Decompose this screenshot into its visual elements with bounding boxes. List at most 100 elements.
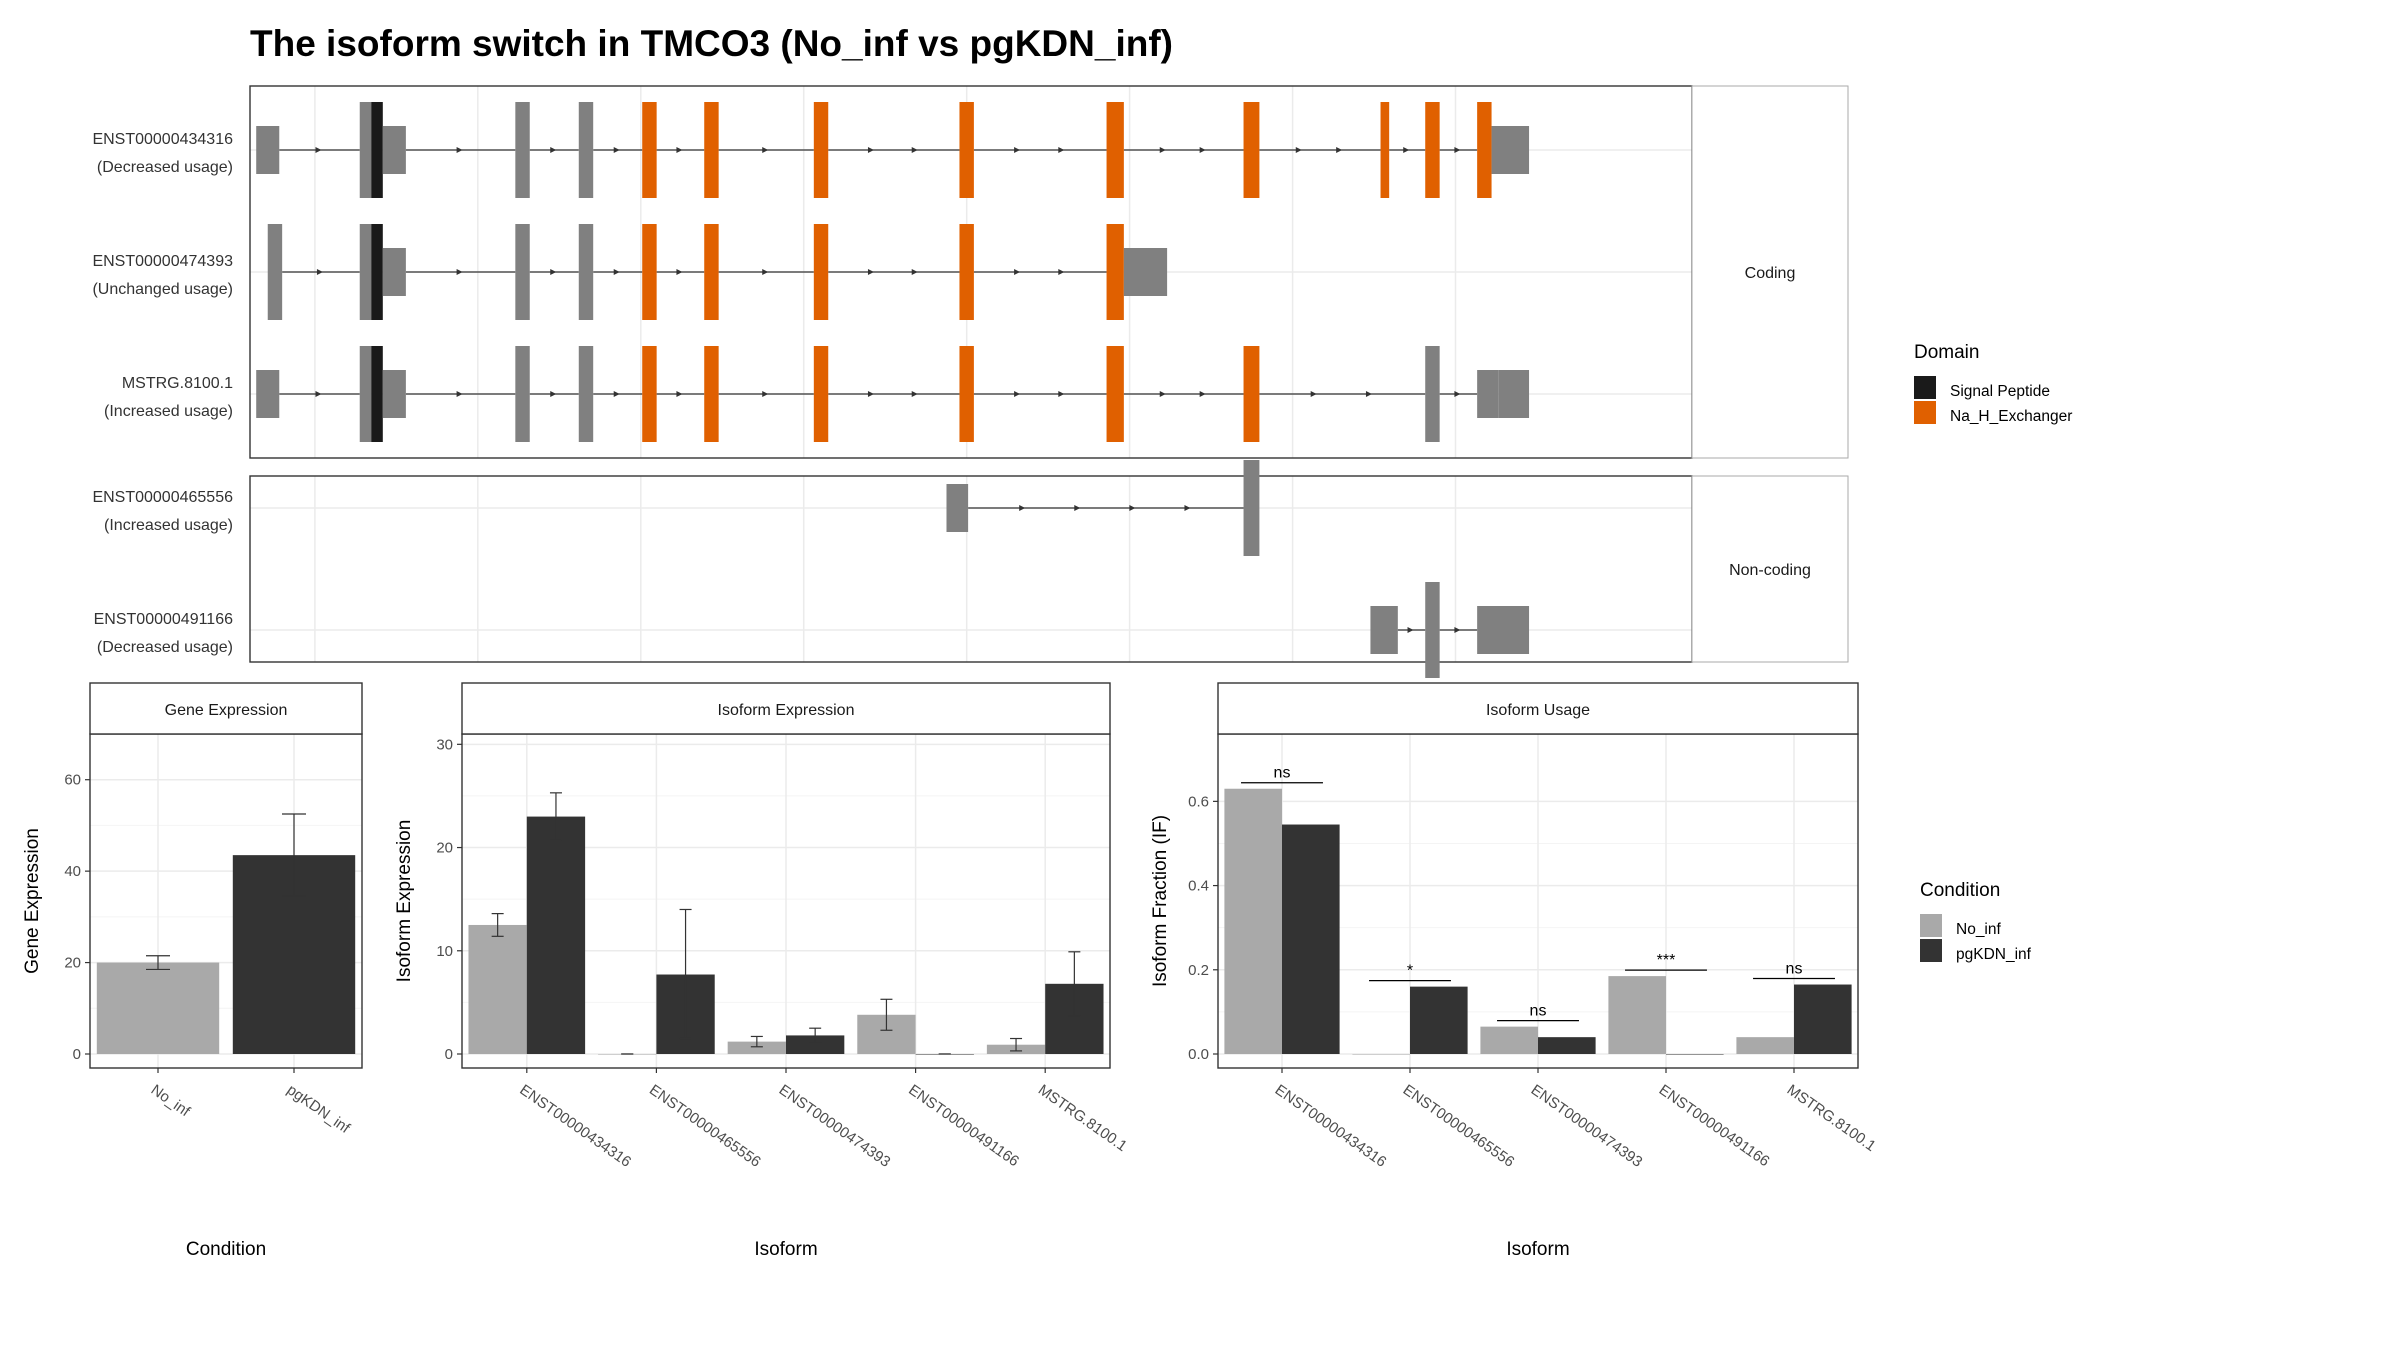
- bar-pgkdn-inf: [1538, 1037, 1596, 1054]
- x-tick-label: MSTRG.8100.1: [1035, 1081, 1130, 1155]
- intron-arrow: [1199, 391, 1206, 397]
- domain-exon: [1106, 224, 1124, 320]
- domain-exon: [704, 224, 719, 320]
- exon: [578, 224, 594, 320]
- domain-exon: [1106, 102, 1124, 198]
- legend-domain-label: Signal Peptide: [1950, 383, 2050, 400]
- transcript-enst00000465556: ENST00000465556 (Increased usage): [92, 460, 1260, 556]
- x-axis-title: Isoform: [754, 1239, 817, 1260]
- y-tick-label: 20: [64, 955, 81, 972]
- intron-arrow: [456, 147, 463, 153]
- legend-condition-title: Condition: [1920, 880, 2000, 901]
- intron-arrow: [762, 391, 769, 397]
- bar-pgkdn-inf: [1666, 1054, 1724, 1055]
- signal-peptide-exon: [371, 102, 383, 198]
- intron-arrow: [867, 147, 874, 153]
- intron-arrow: [316, 269, 323, 275]
- bar-no-inf: [1736, 1037, 1794, 1054]
- domain-exon: [813, 102, 829, 198]
- bar-no-inf: [96, 962, 220, 1054]
- structure-panel-non-coding: Non-coding ENST00000465556 (Increased usag…: [92, 460, 1849, 678]
- domain-exon: [1425, 102, 1440, 198]
- intron-arrow: [1336, 147, 1343, 153]
- significance-label: ***: [1657, 952, 1676, 969]
- intron-arrow: [315, 147, 322, 153]
- x-tick-label: ENST00000491166: [1656, 1081, 1773, 1170]
- y-tick-label: 60: [64, 772, 81, 789]
- domain-exon: [1243, 346, 1260, 442]
- transcript-id-label: ENST00000491166: [94, 611, 233, 628]
- strip-label-coding: Coding: [1745, 265, 1796, 282]
- isoform-expression-panel: Isoform Expression 0 10 20 30 ENST00000434316…: [394, 682, 1130, 1260]
- bar-no-inf: [727, 1041, 786, 1054]
- y-axis-title: Isoform Expression: [394, 820, 415, 983]
- x-tick-label: MSTRG.8100.1: [1784, 1081, 1879, 1155]
- signal-peptide-exon: [371, 346, 383, 442]
- domain-exon: [959, 102, 974, 198]
- transcript-id-label: ENST00000434316: [92, 131, 233, 148]
- intron-arrow: [613, 147, 620, 153]
- intron-arrow: [550, 269, 557, 275]
- transcript-id-label: MSTRG.8100.1: [122, 375, 233, 392]
- exon: [267, 224, 283, 320]
- exon: [1425, 582, 1440, 678]
- y-tick-label: 0: [445, 1046, 453, 1063]
- bar-no-inf: [1608, 976, 1666, 1054]
- legend-condition-swatch: [1920, 914, 1942, 937]
- signal-peptide-exon: [371, 224, 383, 320]
- x-tick-label: ENST00000434316: [1272, 1081, 1390, 1171]
- domain-exon: [959, 346, 974, 442]
- strip-label-non-coding: Non-coding: [1729, 562, 1811, 579]
- intron-arrow: [1058, 269, 1065, 275]
- exon: [382, 126, 406, 174]
- exon: [946, 484, 969, 532]
- exon: [515, 102, 530, 198]
- x-tick-label: ENST00000465556: [1400, 1081, 1518, 1171]
- domain-exon: [704, 346, 719, 442]
- structure-strip: [1691, 85, 1849, 459]
- domain-exon: [642, 346, 657, 442]
- panel-strip: [89, 682, 363, 735]
- transcript-enst00000491166: ENST00000491166 (Decreased usage): [94, 582, 1530, 678]
- bar-no-inf: [468, 924, 527, 1054]
- y-tick-label: 0.2: [1188, 962, 1209, 979]
- intron-arrow: [1310, 391, 1317, 397]
- exon: [578, 102, 594, 198]
- intron-arrow: [550, 391, 557, 397]
- intron-arrow: [911, 391, 918, 397]
- significance-label: ns: [1274, 765, 1291, 782]
- panel-title: Isoform Expression: [718, 702, 855, 719]
- exon: [382, 370, 406, 418]
- domain-exon: [642, 102, 657, 198]
- y-tick-label: 20: [436, 840, 453, 857]
- exon: [256, 126, 280, 174]
- intron-arrow: [1184, 505, 1191, 511]
- transcript-usage-label: (Unchanged usage): [92, 281, 233, 298]
- intron-arrow: [1129, 505, 1136, 511]
- bar-no-inf: [1224, 788, 1282, 1054]
- exon: [515, 346, 530, 442]
- intron-arrow: [1058, 391, 1065, 397]
- domain-exon: [1477, 102, 1492, 198]
- y-tick-label: 10: [436, 943, 453, 960]
- x-tick-label: ENST00000474393: [1528, 1081, 1646, 1171]
- bar-no-inf: [1480, 1026, 1538, 1054]
- domain-exon: [642, 224, 657, 320]
- transcript-id-label: ENST00000465556: [92, 489, 233, 506]
- transcript-usage-label: (Decreased usage): [97, 639, 233, 656]
- y-tick-label: 0.0: [1188, 1046, 1209, 1063]
- intron-arrow: [762, 147, 769, 153]
- exon: [1370, 606, 1398, 654]
- panel-title: Gene Expression: [165, 702, 288, 719]
- intron-arrow: [1403, 147, 1410, 153]
- intron-arrow: [1159, 391, 1166, 397]
- exon: [1425, 346, 1440, 442]
- significance-label: ns: [1786, 961, 1803, 978]
- intron-arrow: [456, 391, 463, 397]
- domain-exon: [813, 224, 829, 320]
- exon: [515, 224, 530, 320]
- intron-arrow: [1407, 627, 1414, 633]
- intron-arrow: [456, 269, 463, 275]
- x-axis-title: Condition: [186, 1239, 266, 1260]
